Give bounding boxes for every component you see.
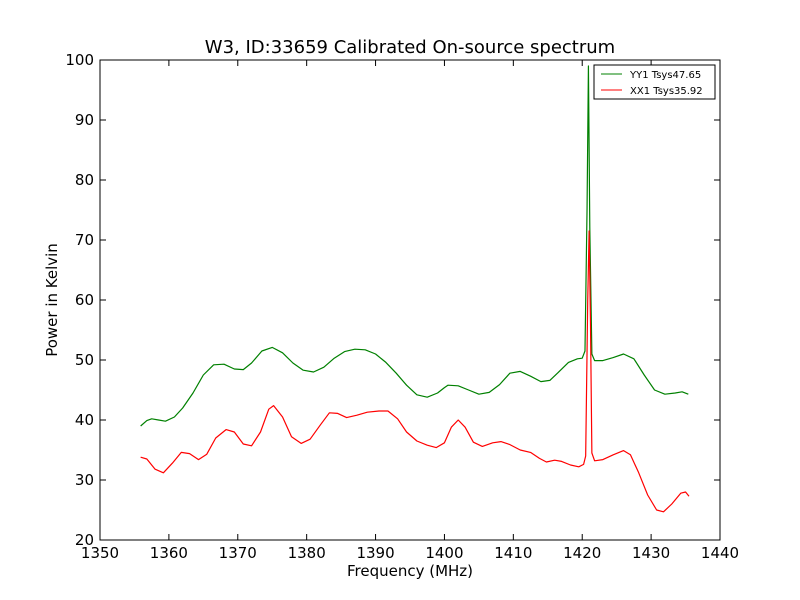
y-tick-label: 100: [65, 51, 94, 69]
x-tick-label: 1410: [494, 544, 532, 562]
y-tick-label: 50: [75, 351, 94, 369]
x-tick-label: 1390: [356, 544, 394, 562]
x-tick-label: 1370: [219, 544, 257, 562]
legend-box: [593, 64, 716, 100]
x-tick-label: 1420: [563, 544, 601, 562]
x-tick-label: 1440: [701, 544, 739, 562]
y-tick-label: 80: [75, 171, 94, 189]
chart-title: W3, ID:33659 Calibrated On-source spectr…: [205, 37, 615, 58]
x-tick-label: 1430: [632, 544, 670, 562]
series-line-0: [140, 65, 689, 427]
x-tick-label: 1400: [425, 544, 463, 562]
series-line-1: [140, 230, 690, 513]
y-tick-label: 40: [75, 411, 94, 429]
plot-area: [99, 59, 721, 541]
y-axis-label: Power in Kelvin: [43, 243, 61, 357]
legend: YY1 Tsys47.65 XX1 Tsys35.92: [593, 64, 716, 100]
x-tick-label: 1350: [81, 544, 119, 562]
legend-label-yy1: YY1 Tsys47.65: [629, 70, 701, 81]
y-tick-label: 60: [75, 291, 94, 309]
x-tick-label: 1360: [150, 544, 188, 562]
axis-ticks: 1350 1360 1370 1380 1390 1400 1410 1420 1430 1440…: [65, 51, 739, 562]
x-tick-label: 1380: [288, 544, 326, 562]
series-layer: [140, 65, 690, 513]
y-tick-label: 90: [75, 111, 94, 129]
y-tick-label: 70: [75, 231, 94, 249]
x-axis-label: Frequency (MHz): [347, 562, 473, 580]
y-tick-label: 20: [75, 531, 94, 549]
legend-label-xx1: XX1 Tsys35.92: [630, 86, 703, 97]
y-tick-label: 30: [75, 471, 94, 489]
